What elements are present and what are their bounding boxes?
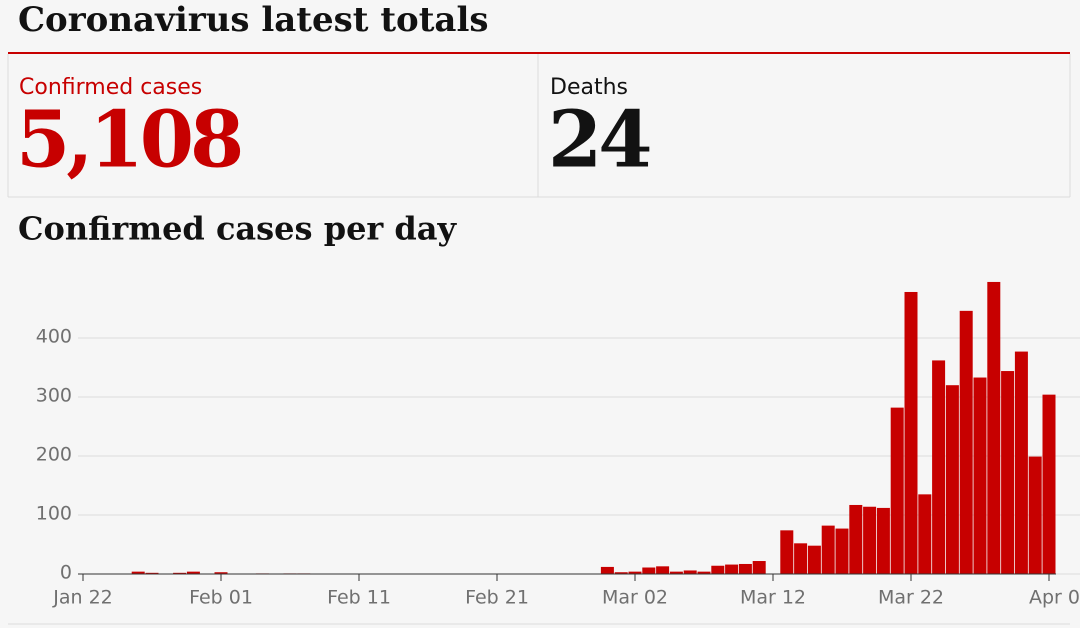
- bar: [683, 570, 697, 574]
- bar: [959, 310, 973, 574]
- y-tick-label: 100: [36, 503, 72, 525]
- bar: [849, 504, 863, 574]
- bar: [1042, 394, 1056, 574]
- bar: [697, 571, 711, 574]
- bar: [614, 572, 628, 574]
- bar: [807, 545, 821, 574]
- bar: [794, 543, 808, 574]
- bar: [752, 561, 766, 574]
- x-tick-label: Mar 22: [878, 587, 944, 609]
- stat-value: 5,108: [16, 95, 241, 186]
- bar: [835, 528, 849, 574]
- bar: [890, 407, 904, 574]
- bar: [987, 281, 1001, 574]
- bar: [214, 572, 228, 574]
- bar: [711, 565, 725, 574]
- stat-label: Confirmed cases: [19, 75, 202, 100]
- y-tick-label: 0: [60, 562, 72, 584]
- x-tick-label: Feb 21: [465, 587, 529, 609]
- bar: [131, 571, 145, 574]
- bar: [932, 360, 946, 574]
- bar: [186, 571, 200, 574]
- bar: [945, 385, 959, 574]
- bar: [1001, 371, 1015, 574]
- bar: [738, 563, 752, 574]
- bar: [145, 572, 159, 574]
- bar: [628, 571, 642, 574]
- bar: [173, 572, 187, 574]
- stat-value: 24: [548, 95, 650, 186]
- bar: [876, 507, 890, 574]
- y-tick-label: 300: [36, 385, 72, 407]
- x-tick-label: Feb 11: [327, 587, 391, 609]
- x-tick-label: Mar 12: [740, 587, 806, 609]
- bar: [918, 494, 932, 574]
- bar: [904, 291, 918, 574]
- bar: [642, 567, 656, 574]
- x-tick-label: Feb 01: [189, 587, 253, 609]
- bar: [863, 506, 877, 574]
- bar: [1014, 351, 1028, 574]
- stat-label: Deaths: [550, 75, 628, 100]
- chart-title: Confirmed cases per day: [18, 210, 458, 248]
- bar: [1028, 456, 1042, 574]
- bar: [600, 566, 614, 574]
- x-tick-label: Jan 22: [52, 587, 113, 609]
- y-tick-label: 200: [36, 444, 72, 466]
- bar: [821, 525, 835, 574]
- x-tick-label: Apr 0: [1029, 587, 1080, 609]
- bar: [725, 564, 739, 574]
- x-tick-label: Mar 02: [602, 587, 668, 609]
- bar: [973, 377, 987, 574]
- y-tick-label: 400: [36, 326, 72, 348]
- bar: [656, 566, 670, 574]
- page-title: Coronavirus latest totals: [18, 0, 489, 40]
- bar: [780, 530, 794, 574]
- bar: [669, 571, 683, 574]
